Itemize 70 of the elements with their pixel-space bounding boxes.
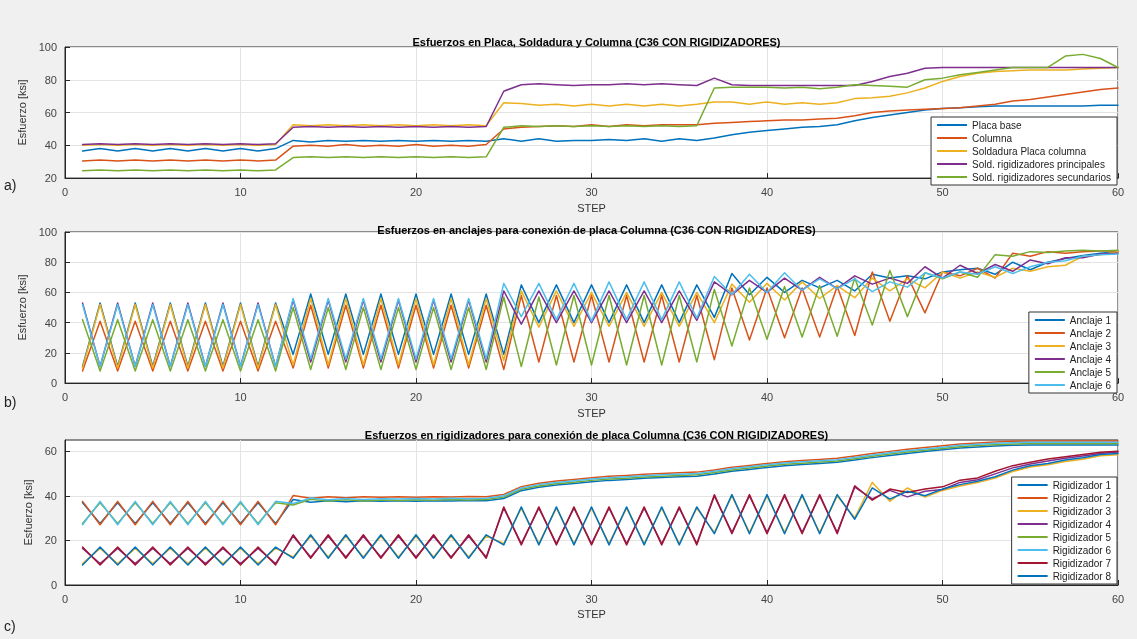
x-tick-label: 60: [1111, 185, 1125, 198]
legend-label: Rigidizador 4: [1052, 518, 1112, 530]
legend-label: Soldadura Placa columna: [972, 145, 1087, 157]
text: b): [4, 394, 17, 410]
y-axis-title: Esfuerzo [ksi]: [16, 274, 29, 341]
legend-label: Columna: [972, 132, 1013, 144]
legend-label: Rigidizador 5: [1052, 531, 1112, 543]
y-tick-label: 40: [44, 139, 57, 152]
y-tick-label: 0: [50, 579, 57, 591]
text: c): [4, 618, 16, 634]
x-tick-label: 10: [234, 185, 247, 198]
x-tick-label: 30: [585, 185, 598, 198]
x-tick-label: 60: [1111, 390, 1125, 403]
legend-label: Anclaje 5: [1069, 366, 1112, 378]
x-tick-label: 50: [936, 390, 949, 403]
x-tick-label: 20: [409, 390, 423, 403]
legend-label: Rigidizador 7: [1052, 557, 1112, 569]
y-axis-title: Esfuerzo [ksi]: [16, 79, 29, 146]
x-tick-label: 0: [61, 390, 69, 403]
x-tick-label: 50: [936, 185, 949, 198]
y-tick-label: 20: [44, 172, 57, 185]
legend-label: Sold. rigidizadores principales: [972, 158, 1105, 170]
x-tick-label: 60: [1111, 592, 1125, 605]
chart-title: Esfuerzos en anclajes para conexión de placa Columna (C36 CON RIGIDIZADORES): [377, 223, 816, 236]
line-series: [81, 87, 1119, 162]
y-tick-label: 60: [44, 106, 57, 119]
x-tick-label: 30: [585, 390, 598, 403]
y-tick-label: 40: [44, 489, 57, 502]
legend-label: Rigidizador 2: [1052, 492, 1112, 504]
x-tick-label: 10: [234, 390, 247, 403]
legend-label: Anclaje 3: [1069, 340, 1112, 352]
legend-label: Anclaje 4: [1069, 353, 1112, 365]
x-tick-label: 50: [936, 592, 949, 605]
legend-label: Rigidizador 3: [1052, 505, 1112, 517]
y-tick-label: 80: [44, 73, 57, 86]
line-series: [81, 66, 1119, 147]
x-axis-title: STEP: [577, 406, 606, 419]
x-tick-label: 40: [760, 592, 774, 605]
legend-label: Rigidizador 1: [1052, 479, 1112, 491]
legend-label: Anclaje 1: [1069, 314, 1112, 326]
x-tick-label: 40: [760, 390, 774, 403]
x-tick-label: 30: [585, 592, 598, 605]
legend-label: Anclaje 6: [1069, 379, 1112, 391]
text: a): [4, 177, 17, 193]
y-tick-label: 60: [44, 286, 57, 299]
legend-label: Rigidizador 8: [1052, 570, 1112, 582]
x-tick-label: 20: [409, 185, 423, 198]
x-axis-title: STEP: [577, 201, 606, 214]
line-series: [81, 53, 1119, 172]
y-tick-label: 80: [44, 256, 57, 269]
x-axis-title: STEP: [577, 608, 606, 621]
chart-title: Esfuerzos en Placa, Soldadura y Columna (C36 CON RIGIDIZADORES): [412, 35, 781, 48]
y-tick-label: 100: [38, 41, 57, 53]
x-tick-label: 20: [409, 592, 423, 605]
legend-label: Anclaje 2: [1069, 327, 1112, 339]
chart-title: Esfuerzos en rigidizadores para conexión de placa Columna (C36 CON RIGIDIZADORES): [364, 428, 829, 441]
legend-label: Sold. rigidizadores secundarios: [972, 171, 1111, 183]
y-tick-label: 60: [44, 445, 57, 458]
legend-label: Rigidizador 6: [1052, 544, 1112, 556]
x-tick-label: 40: [760, 185, 774, 198]
y-tick-label: 40: [44, 316, 57, 329]
x-tick-label: 10: [234, 592, 247, 605]
x-tick-label: 0: [61, 185, 69, 198]
y-tick-label: 100: [38, 226, 57, 238]
x-tick-label: 0: [61, 592, 69, 605]
y-tick-label: 0: [50, 377, 57, 390]
legend-label: Placa base: [972, 119, 1022, 131]
y-axis-title: Esfuerzo [ksi]: [22, 479, 35, 546]
y-tick-label: 20: [44, 346, 57, 359]
y-tick-label: 20: [44, 534, 57, 547]
